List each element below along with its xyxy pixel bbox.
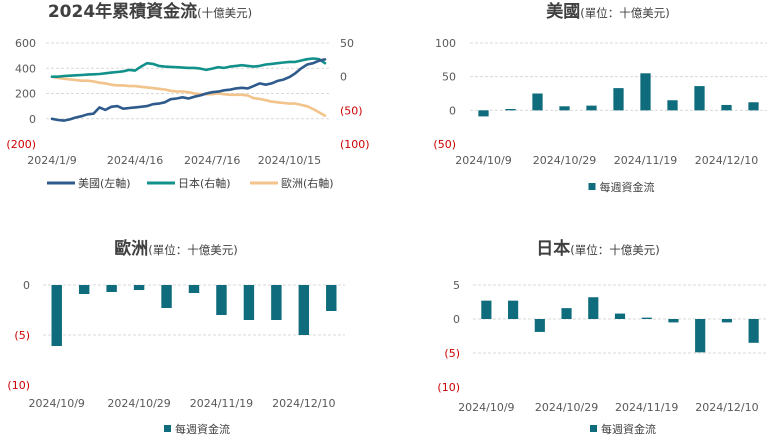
bar bbox=[561, 308, 572, 319]
bar-chart-europe: 0 (5) (10) 2024/10/9 2024/10/29 2024/11/19 202… bbox=[7, 279, 345, 436]
bar bbox=[588, 297, 599, 319]
chart-title-cumulative: 2024年累積資金流(十億美元) bbox=[48, 1, 252, 22]
chart-title-europe: 歐洲(單位：十億美元) bbox=[114, 238, 237, 259]
y-tick-label: (5) bbox=[444, 347, 460, 360]
x-tick-label: 2024/12/10 bbox=[695, 401, 758, 414]
y-left-tick-label: 600 bbox=[15, 37, 36, 50]
x-tick-label: 2024/10/15 bbox=[258, 154, 321, 167]
x-tick-label: 2024/10/9 bbox=[29, 397, 85, 410]
y-left-tick-label: (200) bbox=[6, 138, 36, 151]
bar bbox=[721, 319, 732, 323]
y-left-tick-label: 0 bbox=[29, 113, 36, 126]
bar bbox=[508, 300, 519, 319]
chart-title-us: 美國(單位：十億美元) bbox=[546, 1, 669, 22]
bar bbox=[613, 88, 624, 111]
y-tick-label: 100 bbox=[435, 37, 456, 50]
bar bbox=[614, 313, 626, 319]
line-chart-cumulative: 600 400 200 0 (200) 50 0 (50) (100) 2024/1/9 2024/… bbox=[6, 37, 369, 190]
bar bbox=[298, 285, 310, 335]
legend-label: 美國(左軸) bbox=[78, 176, 131, 190]
x-tick-label: 2024/10/9 bbox=[455, 154, 511, 167]
legend-label: 每週資金流 bbox=[601, 422, 656, 436]
x-tick-label: 2024/10/29 bbox=[533, 154, 596, 167]
bar bbox=[534, 319, 545, 332]
bar bbox=[161, 285, 172, 308]
legend-label: 日本(右軸) bbox=[178, 176, 231, 190]
bar bbox=[271, 285, 282, 320]
legend-swatch bbox=[164, 425, 171, 432]
bar-chart-japan: 5 0 (5) (10) 2024/10/9 2024/10/29 2024/11/19 20… bbox=[437, 279, 767, 436]
bar bbox=[133, 285, 145, 290]
y-tick-label: 0 bbox=[449, 104, 456, 117]
chart-subtitle: (單位：十億美元) bbox=[570, 243, 659, 257]
x-tick-label: 2024/12/10 bbox=[272, 397, 335, 410]
x-tick-label: 2024/10/29 bbox=[107, 397, 170, 410]
bar bbox=[694, 86, 705, 111]
bar bbox=[188, 285, 200, 293]
bar bbox=[559, 106, 570, 111]
bar bbox=[640, 73, 651, 111]
y-right-tick-label: 0 bbox=[340, 71, 347, 84]
bar bbox=[106, 285, 117, 292]
bar bbox=[78, 285, 90, 294]
x-tick-label: 2024/10/9 bbox=[458, 401, 514, 414]
y-tick-label: (5) bbox=[14, 329, 30, 342]
chart-subtitle: (單位：十億美元) bbox=[580, 6, 669, 20]
bar bbox=[51, 285, 62, 346]
bar bbox=[721, 104, 732, 111]
chart-title-main: 美國 bbox=[546, 1, 580, 22]
series-line-us bbox=[50, 58, 327, 122]
y-right-tick-label: (50) bbox=[340, 104, 363, 117]
y-tick-label: (10) bbox=[7, 379, 30, 392]
x-tick-label: 2024/11/19 bbox=[615, 401, 678, 414]
y-left-tick-label: 400 bbox=[15, 62, 36, 75]
bar bbox=[478, 110, 489, 117]
y-tick-label: (50) bbox=[433, 138, 456, 151]
series-line-japan bbox=[50, 57, 327, 78]
series-line-europe bbox=[50, 75, 327, 117]
bar bbox=[695, 319, 706, 353]
bar bbox=[668, 319, 679, 323]
x-tick-label: 2024/11/19 bbox=[190, 397, 253, 410]
bar bbox=[532, 93, 543, 111]
y-tick-label: 0 bbox=[23, 279, 30, 292]
bar bbox=[641, 317, 652, 319]
legend-label: 每週資金流 bbox=[175, 422, 230, 436]
bar bbox=[586, 105, 597, 111]
bar bbox=[326, 285, 337, 311]
x-tick-label: 2024/12/10 bbox=[695, 154, 758, 167]
legend-swatch bbox=[590, 425, 597, 432]
x-tick-label: 2024/10/29 bbox=[535, 401, 598, 414]
chart-title-main: 歐洲 bbox=[114, 238, 148, 259]
chart-subtitle: (單位：十億美元) bbox=[148, 243, 237, 257]
bar bbox=[748, 102, 759, 111]
x-tick-label: 2024/7/16 bbox=[184, 154, 240, 167]
y-tick-label: 5 bbox=[453, 279, 460, 292]
bar bbox=[216, 285, 227, 315]
chart-subtitle: (十億美元) bbox=[197, 6, 252, 20]
bar bbox=[748, 319, 759, 343]
legend-swatch bbox=[588, 183, 596, 190]
chart-title-japan: 日本(單位：十億美元) bbox=[536, 238, 659, 259]
x-tick-label: 2024/1/9 bbox=[27, 154, 76, 167]
bar bbox=[243, 285, 255, 320]
legend-label: 每週資金流 bbox=[600, 180, 655, 194]
bar bbox=[481, 300, 492, 319]
x-tick-label: 2024/11/19 bbox=[614, 154, 677, 167]
y-tick-label: 50 bbox=[442, 71, 456, 84]
y-left-tick-label: 200 bbox=[15, 88, 36, 101]
bar-chart-us: 100 50 0 (50) 2024/10/9 2024/10/29 2024/11/19 2… bbox=[433, 37, 767, 194]
y-right-tick-label: (100) bbox=[340, 138, 370, 151]
y-right-tick-label: 50 bbox=[340, 37, 354, 50]
x-tick-label: 2024/4/16 bbox=[107, 154, 163, 167]
y-tick-label: 0 bbox=[453, 313, 460, 326]
chart-title-main: 2024年累積資金流 bbox=[48, 1, 197, 22]
bar bbox=[505, 108, 516, 111]
bar bbox=[667, 100, 678, 111]
y-tick-label: (10) bbox=[437, 381, 460, 394]
chart-title-main: 日本 bbox=[536, 238, 570, 259]
legend-label: 歐洲(右軸) bbox=[281, 176, 334, 190]
